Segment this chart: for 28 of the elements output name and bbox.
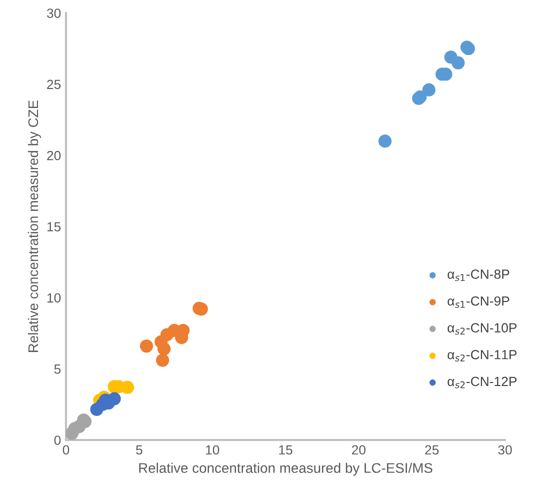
legend-label: α$_{s2}$-CN-11P bbox=[448, 350, 517, 362]
y-tick-label: 20 bbox=[47, 150, 61, 160]
y-axis-title: Relative concentration measured by CZE bbox=[28, 100, 41, 352]
point bbox=[140, 340, 154, 353]
x-tick-label: 15 bbox=[279, 445, 292, 455]
point bbox=[378, 134, 392, 148]
x-tick-label: 25 bbox=[425, 445, 439, 455]
legend-label: α$_{s2}$-CN-10P bbox=[448, 323, 517, 335]
legend-label: α$_{s1}$-CN-8P bbox=[448, 270, 510, 282]
point bbox=[120, 380, 134, 394]
y-tick-label: 5 bbox=[54, 364, 61, 374]
point bbox=[422, 83, 436, 96]
x-tick-label: 30 bbox=[498, 445, 512, 455]
x-tick-label: 5 bbox=[136, 445, 142, 455]
y-tick-label: 30 bbox=[46, 8, 61, 18]
legend-label: α$_{s2}$-CN-12P bbox=[448, 376, 517, 388]
x-tick-label: 20 bbox=[352, 445, 366, 455]
y-tick-label: 25 bbox=[47, 80, 61, 90]
y-tick-label: 10 bbox=[47, 293, 61, 303]
legend-label: α$_{s1}$-CN-9P bbox=[448, 296, 510, 308]
y-tick-label: 15 bbox=[47, 222, 61, 232]
x-tick-label: 10 bbox=[206, 445, 220, 455]
x-axis-title: Relative concentration measured by LC-ESI/MS bbox=[139, 462, 432, 476]
point bbox=[156, 354, 170, 367]
y-tick-label: 0 bbox=[54, 436, 61, 445]
point bbox=[157, 342, 171, 356]
point bbox=[452, 56, 465, 70]
x-tick-label: 0 bbox=[62, 445, 70, 455]
